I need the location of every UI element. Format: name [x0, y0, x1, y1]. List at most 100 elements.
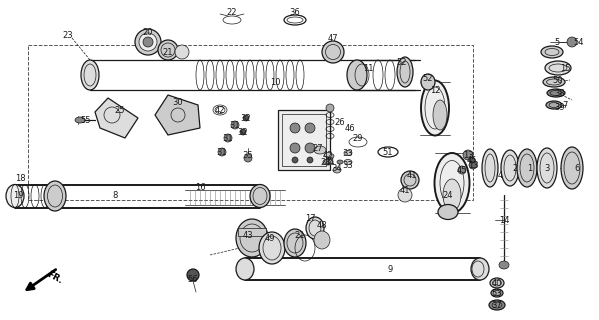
Circle shape — [187, 269, 199, 281]
Text: 44: 44 — [325, 157, 335, 166]
Circle shape — [458, 166, 466, 174]
Text: 8: 8 — [113, 190, 117, 199]
Ellipse shape — [438, 204, 458, 220]
Circle shape — [290, 123, 300, 133]
Circle shape — [292, 157, 298, 163]
Text: 48: 48 — [317, 220, 327, 229]
Text: 18: 18 — [15, 173, 25, 182]
Ellipse shape — [541, 46, 563, 58]
Ellipse shape — [433, 100, 447, 130]
Bar — [238, 228, 266, 236]
Circle shape — [290, 143, 300, 153]
Ellipse shape — [547, 89, 565, 97]
Text: 29: 29 — [353, 133, 363, 142]
Circle shape — [240, 129, 246, 135]
Ellipse shape — [259, 232, 285, 264]
Text: 54: 54 — [574, 37, 584, 46]
Text: 33: 33 — [343, 148, 353, 157]
Ellipse shape — [6, 185, 24, 207]
Text: 5: 5 — [555, 37, 559, 46]
Ellipse shape — [421, 74, 435, 90]
Ellipse shape — [545, 61, 571, 75]
Text: 21: 21 — [295, 230, 305, 239]
Text: FR.: FR. — [45, 270, 64, 286]
Ellipse shape — [337, 160, 343, 164]
Text: 51: 51 — [383, 148, 394, 156]
Text: 13: 13 — [468, 161, 479, 170]
Ellipse shape — [326, 104, 334, 112]
Ellipse shape — [517, 149, 537, 187]
Ellipse shape — [543, 77, 565, 87]
Text: 52: 52 — [397, 58, 407, 67]
Text: 31: 31 — [223, 133, 234, 142]
Text: 26: 26 — [335, 117, 345, 126]
Text: 35: 35 — [243, 150, 253, 159]
Ellipse shape — [344, 150, 352, 156]
Ellipse shape — [158, 40, 178, 60]
Bar — [282, 114, 326, 166]
Text: 52: 52 — [423, 74, 433, 83]
Text: 31: 31 — [229, 121, 240, 130]
Circle shape — [463, 150, 473, 160]
Ellipse shape — [501, 150, 519, 186]
Text: 25: 25 — [115, 106, 125, 115]
Text: 1: 1 — [527, 164, 533, 172]
Text: 17: 17 — [305, 213, 315, 222]
Circle shape — [224, 134, 232, 142]
Ellipse shape — [284, 229, 306, 257]
Bar — [278, 110, 330, 170]
Text: 55: 55 — [81, 116, 91, 124]
Text: 36: 36 — [290, 7, 300, 17]
Text: 45: 45 — [467, 156, 477, 164]
Bar — [28, 45, 473, 200]
Text: 16: 16 — [195, 182, 205, 191]
Ellipse shape — [44, 181, 66, 211]
Ellipse shape — [561, 147, 583, 189]
Ellipse shape — [143, 37, 153, 47]
Text: 32: 32 — [241, 114, 252, 123]
Text: 34: 34 — [332, 164, 342, 172]
Ellipse shape — [306, 217, 324, 239]
Text: 31: 31 — [217, 148, 227, 156]
Ellipse shape — [236, 219, 268, 257]
Ellipse shape — [325, 153, 331, 157]
Ellipse shape — [397, 57, 413, 87]
Ellipse shape — [489, 300, 505, 310]
Polygon shape — [155, 95, 200, 135]
Ellipse shape — [401, 171, 419, 189]
Ellipse shape — [491, 289, 503, 297]
Ellipse shape — [344, 159, 352, 164]
Ellipse shape — [175, 45, 189, 59]
Text: 46: 46 — [344, 124, 355, 132]
Ellipse shape — [333, 167, 341, 173]
Text: 30: 30 — [173, 98, 183, 107]
Text: 20: 20 — [143, 28, 153, 36]
Text: 4: 4 — [497, 171, 503, 180]
Circle shape — [469, 157, 475, 163]
Text: 24: 24 — [443, 190, 453, 199]
Text: 32: 32 — [238, 127, 249, 137]
Ellipse shape — [347, 60, 367, 90]
Text: 12: 12 — [429, 85, 440, 94]
Ellipse shape — [322, 41, 344, 63]
Text: 49: 49 — [265, 234, 276, 243]
Text: 3: 3 — [544, 164, 550, 172]
Ellipse shape — [323, 159, 333, 165]
Ellipse shape — [482, 149, 498, 187]
Text: 39: 39 — [555, 102, 565, 111]
Ellipse shape — [434, 153, 470, 213]
Text: 2: 2 — [512, 164, 518, 172]
Text: 23: 23 — [63, 30, 73, 39]
Text: 27: 27 — [313, 143, 323, 153]
Circle shape — [231, 121, 239, 129]
Text: 56: 56 — [187, 276, 198, 284]
Text: 37: 37 — [492, 300, 503, 309]
Text: 7: 7 — [562, 100, 568, 109]
Ellipse shape — [499, 261, 509, 269]
Circle shape — [307, 157, 313, 163]
Polygon shape — [95, 98, 138, 138]
Text: 33: 33 — [343, 161, 353, 170]
Circle shape — [469, 161, 477, 169]
Ellipse shape — [75, 117, 85, 123]
Text: 21: 21 — [163, 47, 173, 57]
